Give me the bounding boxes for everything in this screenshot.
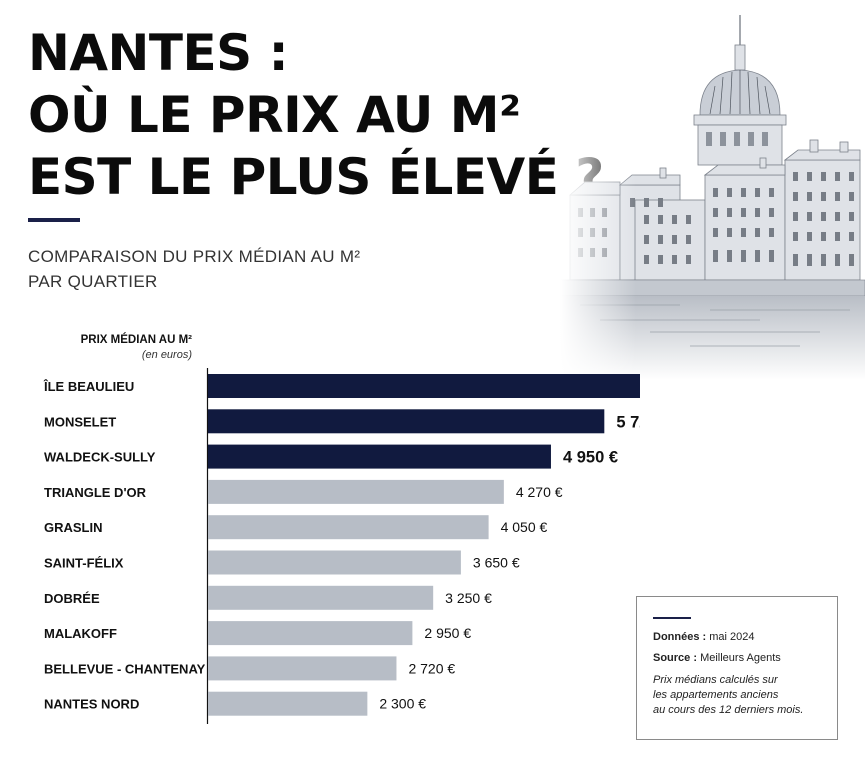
category-label: DOBRÉE xyxy=(44,591,100,606)
value-label: 2 950 € xyxy=(424,625,471,641)
data-date: Données : mai 2024 xyxy=(653,631,821,643)
value-label: 3 650 € xyxy=(473,555,520,571)
category-label: TRIANGLE D'OR xyxy=(44,485,147,500)
category-label: SAINT-FÉLIX xyxy=(44,556,124,571)
category-label: ÎLE BEAULIEU xyxy=(43,379,134,394)
bar xyxy=(208,515,489,540)
bar xyxy=(208,374,640,398)
bar xyxy=(208,444,551,469)
category-label: BELLEVUE - CHANTENAY xyxy=(44,661,206,676)
value-label: 4 050 € xyxy=(501,519,548,535)
data-source: Source : Meilleurs Agents xyxy=(653,652,821,664)
title-line-2: OÙ LE PRIX AU M² xyxy=(28,86,521,144)
category-label: NANTES NORD xyxy=(44,697,139,712)
bar xyxy=(208,621,413,646)
title-line-3: EST LE PLUS ÉLEVÉ ? xyxy=(28,148,604,206)
page-subtitle: COMPARAISON DU PRIX MÉDIAN AU M² PAR QUA… xyxy=(28,244,360,294)
methodology-line-3: au cours des 12 derniers mois. xyxy=(653,704,804,716)
bar xyxy=(208,409,605,434)
building-dome-illustration xyxy=(560,10,865,380)
value-label: 2 720 € xyxy=(408,660,455,676)
methodology-line-1: Prix médians calculés sur xyxy=(653,674,778,686)
subtitle-line-2: PAR QUARTIER xyxy=(28,272,158,291)
data-date-label: Données : xyxy=(653,631,707,643)
value-label: 5 720 € xyxy=(616,413,640,431)
title-divider xyxy=(28,218,80,222)
data-source-label: Source : xyxy=(653,652,698,664)
category-label: GRASLIN xyxy=(44,520,103,535)
category-label: MALAKOFF xyxy=(44,626,117,641)
axis-unit: (en euros) xyxy=(141,349,192,361)
axis-title: PRIX MÉDIAN AU M² xyxy=(80,334,192,346)
methodology-note: Prix médians calculés sur les appartemen… xyxy=(653,673,821,718)
source-note: Données : mai 2024 Source : Meilleurs Ag… xyxy=(636,596,838,740)
value-label: 4 270 € xyxy=(516,484,563,500)
title-line-1: NANTES : xyxy=(28,24,289,82)
bar xyxy=(208,656,397,681)
bar xyxy=(208,550,461,575)
category-label: WALDECK-SULLY xyxy=(44,450,156,465)
value-label: 2 300 € xyxy=(379,696,426,712)
subtitle-line-1: COMPARAISON DU PRIX MÉDIAN AU M² xyxy=(28,247,361,266)
page-title: NANTES : OÙ LE PRIX AU M² EST LE PLUS ÉL… xyxy=(28,22,604,208)
bar xyxy=(208,479,504,504)
data-source-value: Meilleurs Agents xyxy=(697,652,781,664)
value-label: 4 950 € xyxy=(563,449,618,467)
bar xyxy=(208,691,368,716)
data-date-value: mai 2024 xyxy=(706,631,755,643)
category-label: MONSELET xyxy=(44,414,116,429)
bar xyxy=(208,585,434,610)
methodology-line-2: les appartements anciens xyxy=(653,689,779,701)
note-divider xyxy=(653,617,691,619)
value-label: 3 250 € xyxy=(445,590,492,606)
